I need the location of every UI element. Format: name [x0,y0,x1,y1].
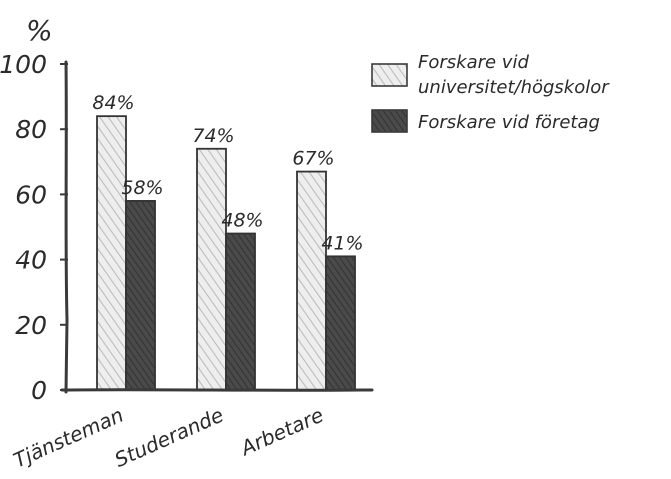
y-tick-label-40: 40 [15,246,47,275]
legend-label-universitet-line2: universitet/högskolor [418,77,610,98]
data-label-tj-nsteman-series-2: 58% [121,177,163,199]
data-label-arbetare-series-1: 67% [292,148,334,170]
legend-swatch-foretag [371,109,408,133]
legend-swatch-universitet [371,63,408,87]
y-tick-label-60: 60 [15,180,47,209]
y-axis-line [64,60,69,394]
category-label-studerande: Studerande [111,403,227,472]
legend: Forskare vid universitet/högskolor Forsk… [371,52,610,133]
y-axis-unit: % [26,14,53,47]
data-label-arbetare-series-2: 41% [321,232,363,254]
y-tick-label-0: 0 [31,376,47,405]
category-label-arbetare: Arbetare [235,403,327,461]
x-axis-line [60,388,374,392]
y-tick-label-20: 20 [15,311,47,340]
bar-studerande-series-1 [196,147,227,391]
data-label-tj-nsteman-series-1: 84% [92,92,134,114]
category-label-tj-nsteman: Tjänsteman [10,403,127,473]
legend-label-foretag: Forskare vid företag [418,112,600,133]
bar-tj-nsteman-series-1 [96,115,127,391]
bar-arbetare-series-2 [325,255,356,391]
data-label-studerande-series-1: 74% [192,125,234,147]
bar-studerande-series-2 [225,232,256,391]
bar-tj-nsteman-series-2 [125,200,156,391]
bars [96,115,356,391]
y-tick-label-100: 100 [0,50,47,79]
y-axis-ticks: 0 20 40 60 80 100 [0,50,68,405]
y-tick-label-80: 80 [15,115,47,144]
bar-arbetare-series-1 [296,170,327,391]
data-labels: 84% 58% 74% 48% 67% 41% [92,92,363,254]
legend-label-universitet-line1: Forskare vid [418,52,529,73]
data-label-studerande-series-2: 48% [221,210,263,232]
